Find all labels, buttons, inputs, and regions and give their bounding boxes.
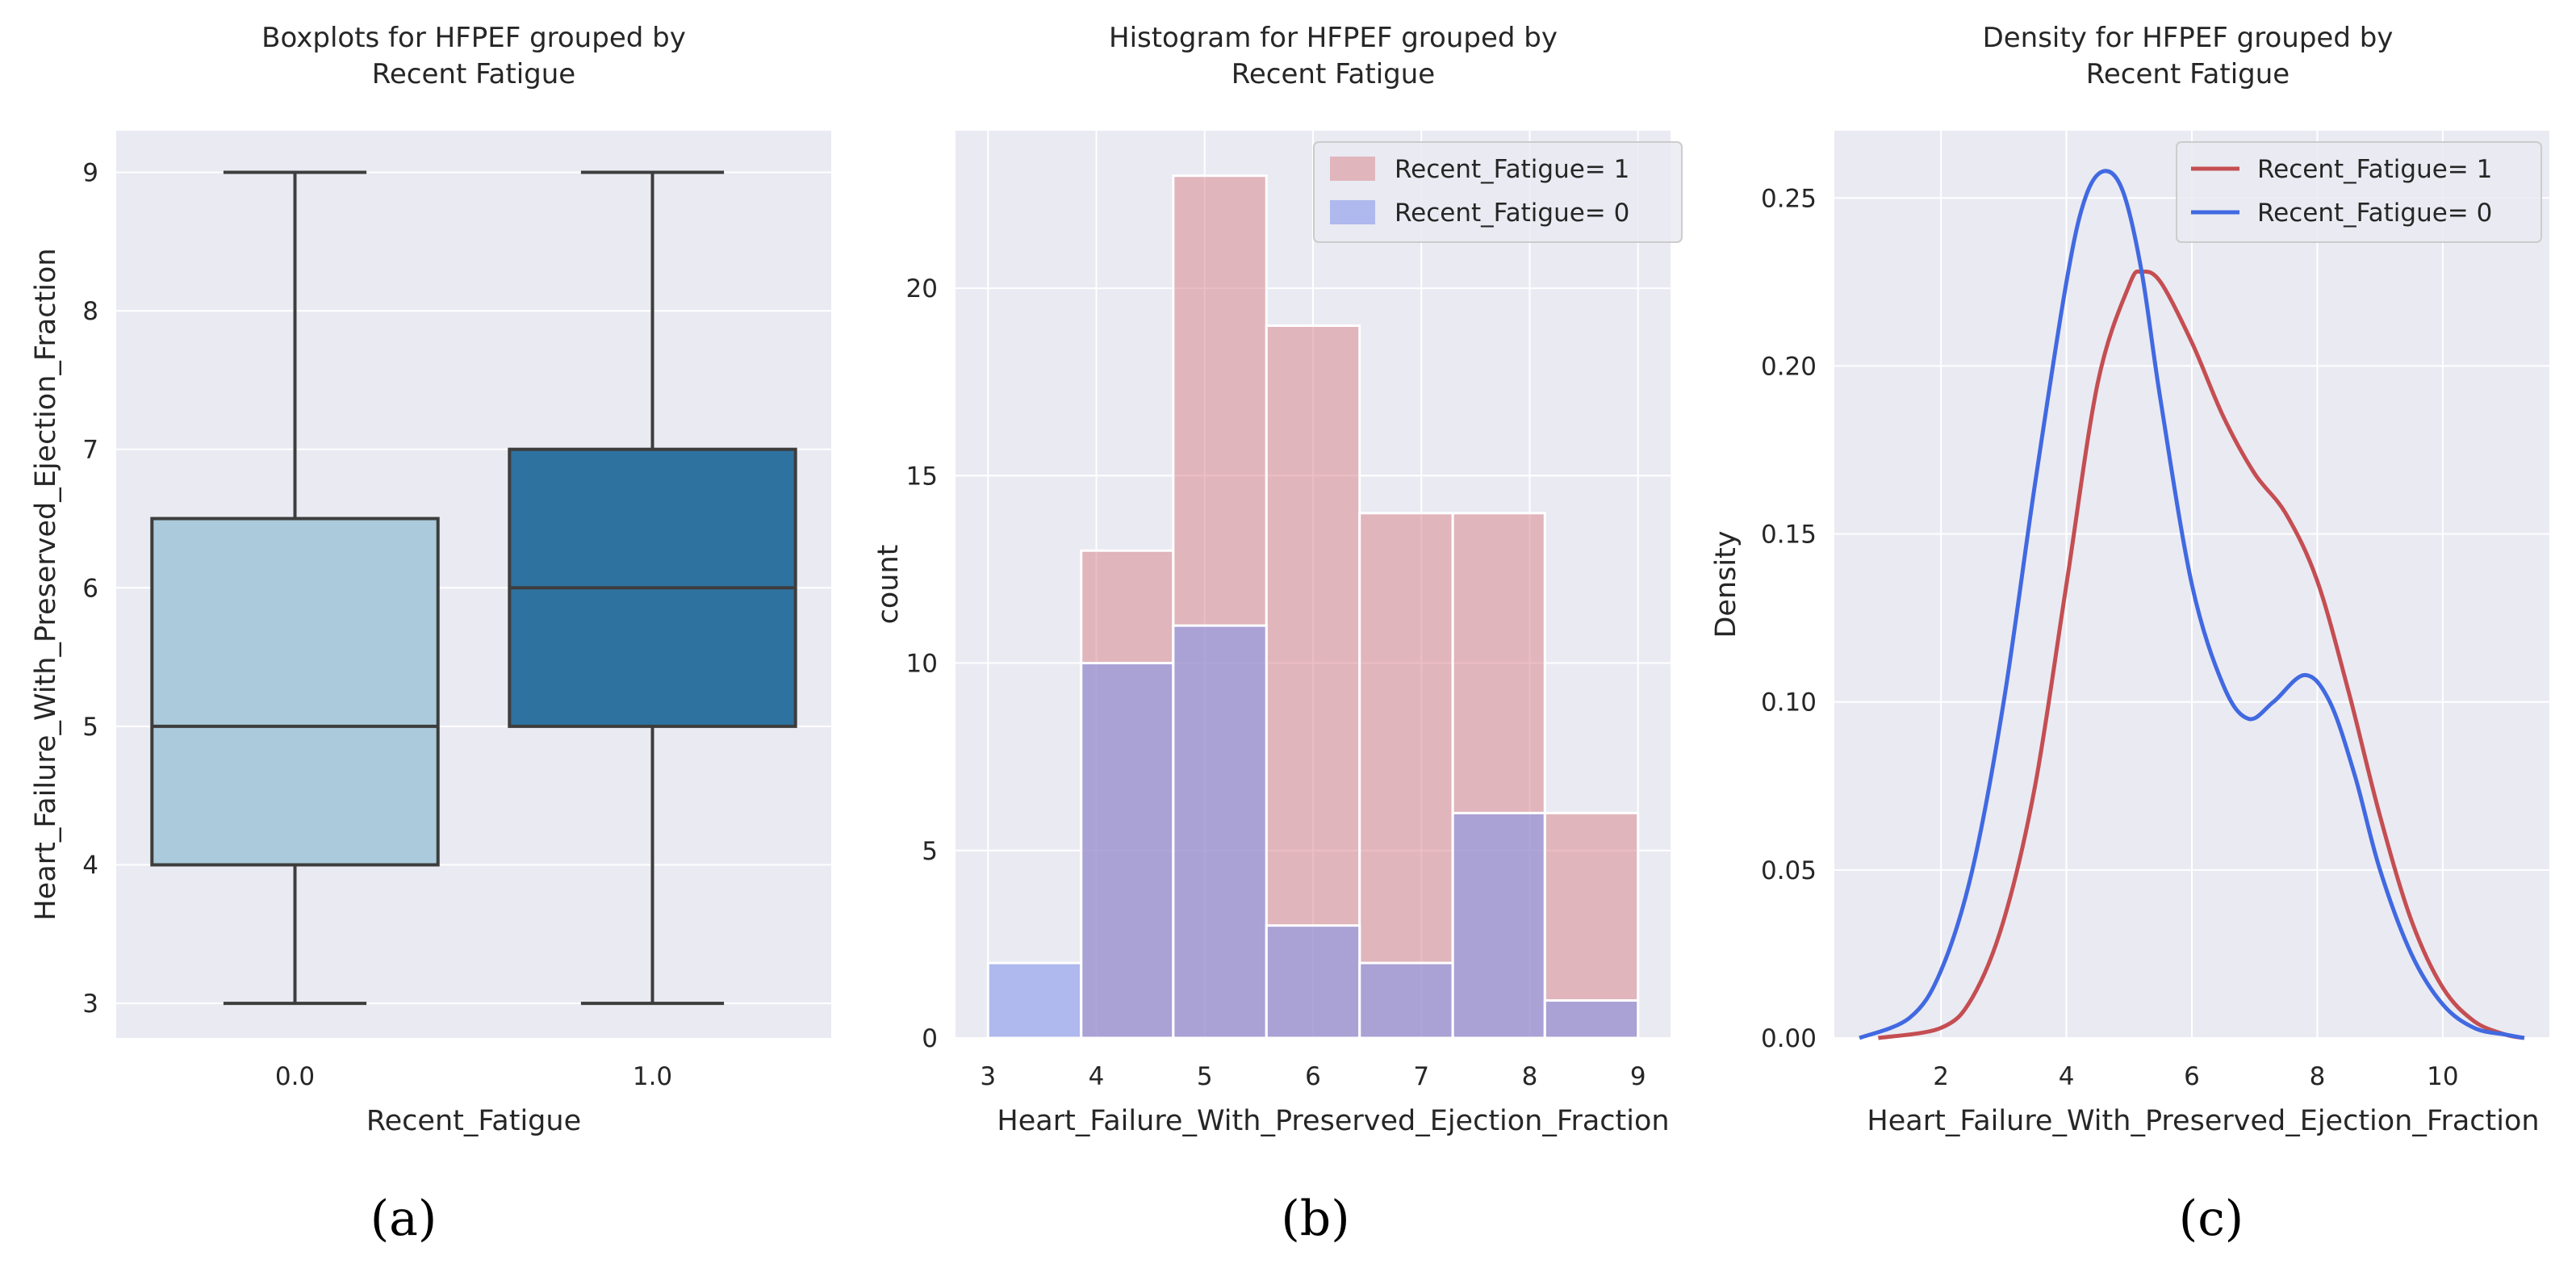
panel-b-x-tick-label: 9 [1630, 1062, 1646, 1091]
panel-c-caption: (c) [2179, 1191, 2244, 1247]
panel-c-x-tick-label: 6 [2184, 1062, 2200, 1091]
panel-a: 3 4 5 6 7 8 9 0.0 1.0 Boxplots for HFPEF groupe… [30, 22, 831, 1247]
panel-c-title-line-2: Recent Fatigue [2086, 58, 2290, 90]
panel-b-x-tick-label: 7 [1413, 1062, 1429, 1091]
panel-c-x-tick-label: 8 [2310, 1062, 2326, 1091]
panel-a-y-tick-label: 6 [82, 574, 98, 603]
panel-b-title-line-2: Recent Fatigue [1232, 58, 1435, 90]
panel-a-title-line-2: Recent Fatigue [372, 58, 575, 90]
panel-c-x-tick-label: 10 [2427, 1062, 2458, 1091]
panel-b-x-tick-label: 6 [1305, 1062, 1321, 1091]
panel-a-y-tick-label: 8 [82, 297, 98, 326]
panel-b-title-line-1: Histogram for HFPEF grouped by [1109, 22, 1558, 54]
panel-b-legend-label-2: Recent_Fatigue= 0 [1395, 199, 1629, 228]
panel-c-legend-label-1: Recent_Fatigue= 1 [2257, 155, 2492, 184]
panel-a-iqr-box [150, 517, 440, 867]
panel-b-legend: Recent_Fatigue= 1 Recent_Fatigue= 0 [1313, 141, 1683, 243]
panel-a-y-tick-label: 9 [82, 158, 98, 187]
panel-b-x-tick-label: 8 [1522, 1062, 1538, 1091]
panel-b-y-tick-label: 0 [922, 1024, 938, 1053]
panel-c-x-tick-label: 2 [1933, 1062, 1949, 1091]
panel-b: 0 5 10 15 20 3 4 5 6 7 8 9 Histogram for HFPEF gro… [872, 22, 1683, 1247]
panel-c: 0.00 0.05 0.10 0.15 0.20 0.25 2 4 6 8 10 Density … [1710, 22, 2549, 1247]
panel-b-y-axis-label: count [872, 545, 905, 625]
panel-a-y-tick-label: 3 [82, 990, 98, 1019]
panel-b-bar [1543, 999, 1640, 1040]
panel-a-y-tick-label: 4 [82, 851, 98, 880]
panel-c-density-line-2 [1859, 169, 2525, 1040]
panel-b-y-tick-label: 10 [906, 650, 938, 679]
panel-b-bar [1080, 662, 1175, 1040]
panel-b-legend-swatch-1 [1330, 157, 1375, 181]
panel-c-y-axis-label: Density [1710, 530, 1742, 638]
panel-b-bar [1358, 961, 1454, 1040]
panel-a-x-tick-label: 0.0 [275, 1062, 315, 1091]
panel-c-title-line-1: Density for HFPEF grouped by [1983, 22, 2394, 54]
panel-a-x-tick-label: 1.0 [633, 1062, 672, 1091]
panel-b-y-tick-label: 5 [922, 837, 938, 866]
panel-b-bar [1358, 512, 1454, 1040]
panel-c-y-tick-label: 0.00 [1761, 1024, 1817, 1053]
panel-b-bar [1451, 811, 1546, 1040]
panel-b-caption: (b) [1281, 1191, 1349, 1247]
panel-b-bar [986, 961, 1083, 1040]
panel-a-y-tick-label: 7 [82, 436, 98, 465]
panel-b-legend-swatch-2 [1330, 200, 1375, 224]
panel-c-y-tick-label: 0.25 [1761, 184, 1817, 213]
panel-c-legend-label-2: Recent_Fatigue= 0 [2257, 199, 2492, 228]
panel-c-x-axis-label: Heart_Failure_With_Preserved_Ejection_Fr… [1867, 1105, 2539, 1137]
panel-a-box-0.0 [150, 170, 440, 1006]
panel-c-density-line-1 [1878, 269, 2525, 1040]
panel-c-legend: Recent_Fatigue= 1 Recent_Fatigue= 0 [2176, 141, 2542, 243]
panel-b-y-tick-label: 20 [906, 274, 938, 303]
panel-b-y-tick-label: 15 [906, 462, 938, 491]
panel-c-y-tick-label: 0.05 [1761, 856, 1817, 885]
panel-c-y-tick-label: 0.15 [1761, 521, 1817, 550]
panel-a-x-axis-label: Recent_Fatigue [366, 1105, 581, 1137]
panel-b-legend-label-1: Recent_Fatigue= 1 [1395, 155, 1629, 184]
panel-b-x-tick-label: 5 [1197, 1062, 1213, 1091]
panel-a-caption: (a) [370, 1191, 437, 1247]
panel-c-x-tick-label: 4 [2059, 1062, 2075, 1091]
panel-b-x-tick-label: 4 [1089, 1062, 1105, 1091]
panel-b-bar [1265, 924, 1361, 1040]
panel-b-x-axis-label: Heart_Failure_With_Preserved_Ejection_Fr… [997, 1105, 1669, 1137]
panel-b-x-tick-label: 3 [980, 1062, 996, 1091]
panel-a-box-1.0 [508, 170, 797, 1006]
panel-a-y-axis-label: Heart_Failure_With_Preserved_Ejection_Fr… [30, 248, 62, 920]
panel-a-y-tick-label: 5 [82, 713, 98, 742]
panel-b-bar [1172, 624, 1268, 1040]
panel-b-bar [1265, 324, 1361, 1040]
panel-c-y-tick-label: 0.10 [1761, 688, 1817, 718]
panel-a-title-line-1: Boxplots for HFPEF grouped by [261, 22, 686, 54]
panel-b-series-2 [986, 624, 1640, 1040]
panel-c-y-tick-label: 0.20 [1761, 352, 1817, 381]
